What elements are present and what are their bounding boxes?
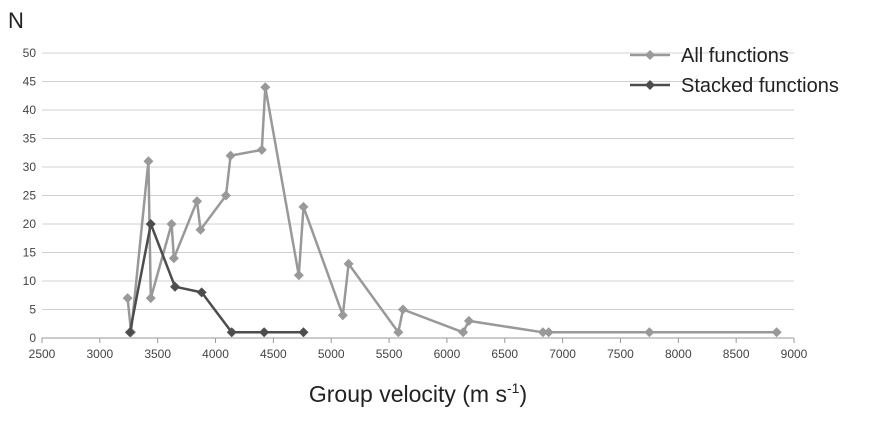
legend-marker [645, 80, 655, 90]
x-axis-label-superscript: -1 [507, 380, 520, 396]
data-point [225, 150, 236, 161]
data-point [226, 327, 237, 338]
data-point [259, 327, 270, 338]
data-point [298, 327, 309, 338]
data-point [145, 293, 156, 304]
data-point [166, 219, 177, 229]
data-point [192, 196, 203, 207]
x-axis-label-main: Group velocity (m s [309, 381, 507, 407]
x-axis-label: Group velocity (m s-1) [309, 380, 527, 407]
x-tick-label: 3000 [86, 347, 113, 361]
y-axis-label: N [8, 8, 24, 33]
y-tick-label: 50 [23, 46, 37, 60]
y-tick-label: 0 [29, 331, 36, 345]
data-point [195, 224, 206, 235]
legend: All functions Stacked functions [630, 45, 839, 97]
data-point [543, 327, 554, 338]
y-tick-label: 5 [29, 303, 36, 317]
y-tick-label: 30 [23, 160, 37, 174]
y-tick-label: 35 [23, 132, 37, 146]
data-point [122, 293, 133, 304]
x-tick-label: 5000 [318, 347, 345, 361]
x-tick-label: 9000 [781, 347, 808, 361]
legend-marker [645, 50, 655, 60]
data-point [260, 82, 271, 93]
x-tick-label: 8500 [723, 347, 750, 361]
x-tick-label: 6500 [491, 347, 518, 361]
y-tick-label: 25 [23, 189, 37, 203]
y-tick-label: 10 [23, 274, 37, 288]
data-point [337, 310, 348, 321]
legend-label: All functions [681, 45, 789, 67]
data-point [644, 327, 655, 338]
data-point [298, 201, 309, 212]
data-point [143, 156, 154, 167]
data-point [145, 219, 156, 229]
x-tick-label: 6000 [434, 347, 461, 361]
x-tick-label: 3500 [144, 347, 171, 361]
x-tick-label: 7500 [607, 347, 634, 361]
data-point [343, 258, 354, 269]
y-tick-label: 20 [23, 217, 37, 231]
data-point [124, 327, 135, 338]
y-tick-label: 40 [23, 103, 37, 117]
data-point [393, 327, 404, 338]
x-tick-label: 4500 [260, 347, 287, 361]
x-tick-label: 4000 [202, 347, 229, 361]
data-point [458, 327, 469, 338]
series-line [126, 85, 777, 334]
y-tick-label: 45 [23, 75, 37, 89]
data-point [771, 327, 782, 338]
x-tick-label: 2500 [29, 347, 56, 361]
series-stacked-functions [124, 219, 309, 338]
data-point [196, 287, 207, 298]
legend-item: Stacked functions [630, 75, 839, 97]
data-point [220, 190, 231, 201]
legend-item: All functions [630, 45, 789, 67]
x-tick-label: 8000 [665, 347, 692, 361]
data-point [397, 304, 408, 315]
x-tick-label: 7000 [549, 347, 576, 361]
data-point [293, 270, 304, 281]
data-point [256, 144, 267, 155]
data-point [168, 253, 179, 264]
data-point [537, 327, 548, 338]
axes: 0 5 10 15 20 25 30 35 40 45 50 2500 3000 3500 4000 4500… [23, 46, 808, 361]
x-axis-label-close: ) [519, 381, 527, 407]
data-series [122, 82, 782, 338]
y-tick-label: 15 [23, 246, 37, 260]
series-all-functions [122, 82, 782, 338]
legend-label: Stacked functions [681, 75, 839, 97]
data-point [463, 315, 474, 326]
data-point [170, 281, 181, 292]
x-tick-label: 5500 [376, 347, 403, 361]
